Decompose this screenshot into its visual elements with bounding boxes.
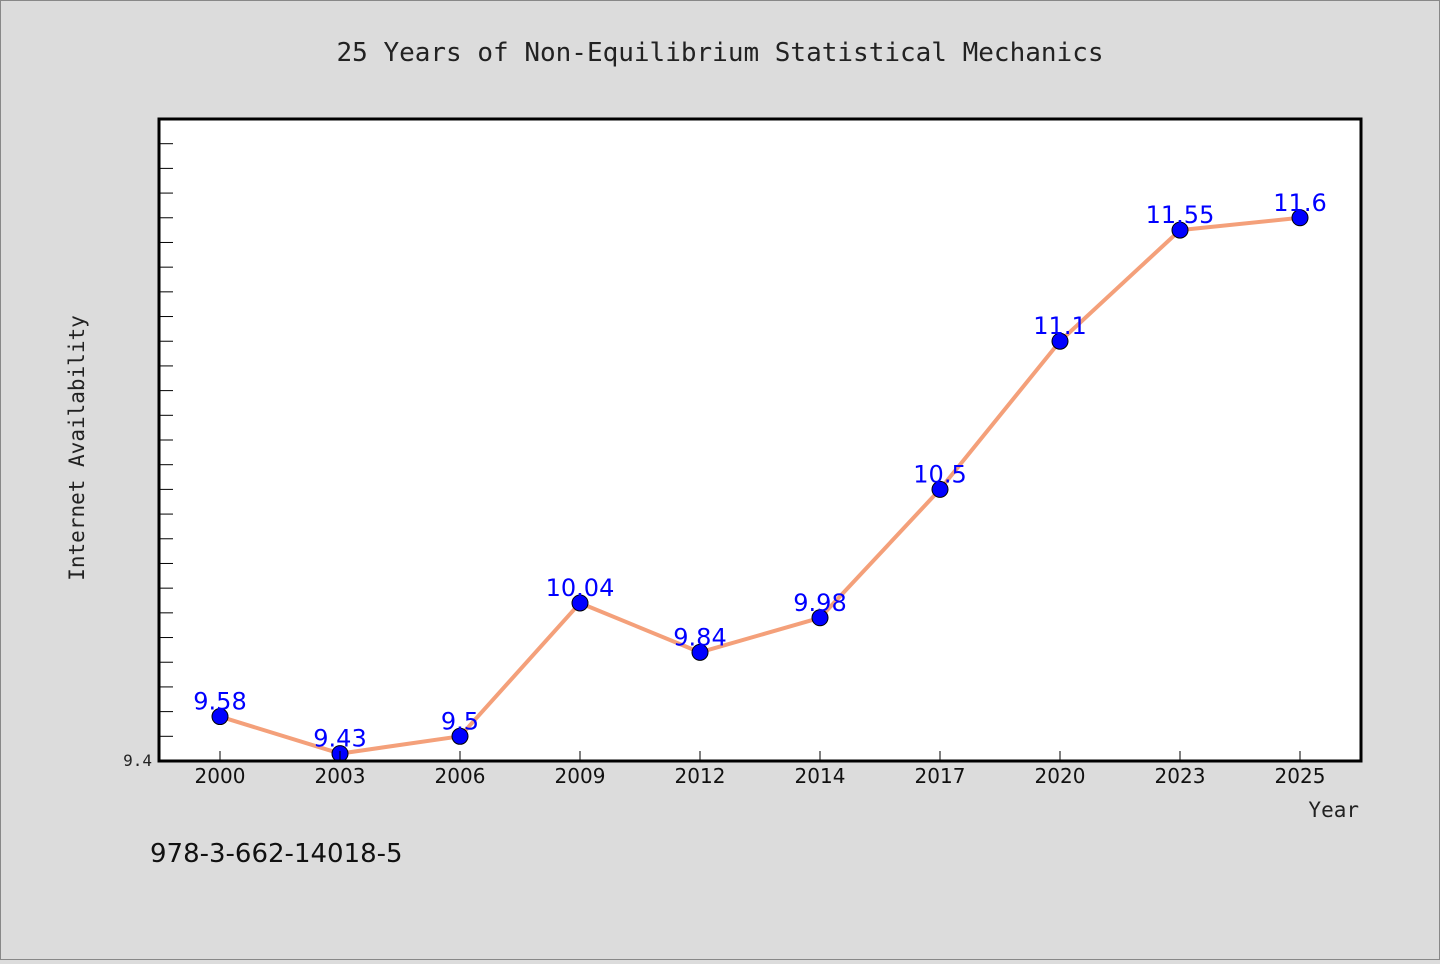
x-tick-label-2006: 2006 bbox=[435, 764, 486, 788]
data-label-2003: 9.43 bbox=[313, 725, 366, 753]
data-label-2006: 9.5 bbox=[441, 707, 479, 735]
x-tick-label-2000: 2000 bbox=[195, 764, 246, 788]
y-axis-ticks bbox=[159, 143, 173, 737]
plot-frame bbox=[157, 117, 1363, 763]
x-tick-label-2012: 2012 bbox=[675, 764, 726, 788]
data-point-2025[interactable] bbox=[1291, 209, 1309, 227]
data-label-2014: 9.98 bbox=[793, 589, 846, 617]
data-point-2014[interactable] bbox=[811, 609, 829, 627]
data-label-2012: 9.84 bbox=[673, 623, 726, 651]
x-tick-label-2023: 2023 bbox=[1155, 764, 1206, 788]
x-tick-label-2025: 2025 bbox=[1275, 764, 1326, 788]
data-label-2009: 10.04 bbox=[546, 574, 615, 602]
data-point-2012[interactable] bbox=[691, 643, 709, 661]
plot-area bbox=[159, 119, 1361, 761]
x-axis-title: Year bbox=[1308, 798, 1359, 822]
series-line-group bbox=[218, 215, 1302, 756]
data-point-2006[interactable] bbox=[451, 727, 469, 745]
data-markers bbox=[211, 209, 1309, 763]
data-label-2017: 10.5 bbox=[913, 460, 966, 488]
data-point-2023[interactable] bbox=[1171, 221, 1189, 239]
isbn-footer: 978-3-662-14018-5 bbox=[150, 839, 403, 869]
data-label-2023: 11.55 bbox=[1146, 201, 1215, 229]
x-tick-label-2017: 2017 bbox=[915, 764, 966, 788]
x-tick-label-2009: 2009 bbox=[555, 764, 606, 788]
y-axis-title: Internet Availability bbox=[65, 315, 89, 581]
data-point-2017[interactable] bbox=[931, 480, 949, 498]
data-label-2025: 11.6 bbox=[1273, 189, 1326, 217]
data-label-2000: 9.58 bbox=[193, 688, 246, 716]
data-point-2020[interactable] bbox=[1051, 332, 1069, 350]
y-axis-min-label: 9.4 bbox=[123, 751, 152, 770]
x-axis-tick-labels: 2000 2003 2006 2009 2012 2014 2017 2020 2023 2025 bbox=[195, 751, 1326, 788]
x-tick-label-2020: 2020 bbox=[1035, 764, 1086, 788]
data-point-2009[interactable] bbox=[571, 594, 589, 612]
data-label-2020: 11.1 bbox=[1033, 312, 1086, 340]
data-labels: 9.58 9.43 9.5 10.04 9.84 9.98 10.5 11.1 11.55 11.… bbox=[193, 189, 1326, 753]
x-tick-label-2014: 2014 bbox=[795, 764, 846, 788]
series-line bbox=[218, 215, 1302, 756]
x-tick-label-2003: 2003 bbox=[315, 764, 366, 788]
chart-title: 25 Years of Non-Equilibrium Statistical … bbox=[336, 38, 1103, 68]
data-point-2000[interactable] bbox=[211, 708, 229, 726]
